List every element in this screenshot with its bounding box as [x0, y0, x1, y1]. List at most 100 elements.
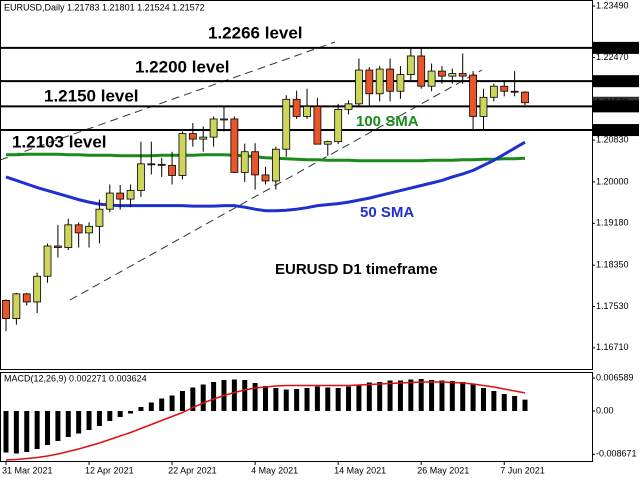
macd-bar	[86, 411, 92, 430]
macd-bar	[263, 386, 268, 411]
level-text: 1.2103 level	[12, 132, 107, 151]
candle-body	[2, 300, 10, 319]
macd-bar	[366, 382, 372, 411]
macd-bar	[211, 382, 217, 411]
macd-bar	[13, 411, 19, 454]
macd-bar	[231, 379, 237, 411]
candle-body	[292, 98, 301, 117]
annotation: EURUSD D1 timeframe	[275, 261, 438, 278]
x-tick-label: 26 May 2021	[417, 465, 469, 475]
candle-body	[230, 118, 239, 173]
macd-bar	[55, 411, 61, 441]
level-label: 1.22660	[596, 42, 629, 52]
candle-body	[417, 55, 426, 87]
candle-body	[355, 69, 363, 105]
candle-body	[22, 293, 31, 303]
macd-bar	[460, 382, 466, 411]
macd-bar	[377, 382, 383, 411]
candle-body	[375, 68, 384, 95]
macd-bar	[480, 388, 486, 411]
macd-bar	[283, 389, 289, 411]
candle-body	[458, 73, 467, 77]
y-tick-label: 1.23490	[596, 0, 629, 10]
candle-body	[448, 73, 457, 77]
symbol-info: EURUSD,Daily 1.21783 1.21801 1.21524 1.2…	[4, 2, 205, 12]
macd-bar	[335, 388, 341, 411]
y-tick-label: 1.20000	[596, 176, 629, 186]
candle-body	[282, 98, 291, 150]
candle-body	[510, 90, 519, 93]
candle-body	[157, 163, 166, 166]
candle-body	[199, 136, 208, 140]
main-panel	[0, 0, 593, 370]
y-tick-label: 1.20830	[596, 135, 629, 145]
macd-bar	[418, 379, 424, 411]
y-tick-label: 1.17530	[596, 301, 629, 311]
candle-body	[105, 192, 114, 210]
macd-bar	[449, 381, 455, 411]
candle-body	[271, 148, 280, 182]
candle-body	[469, 74, 478, 117]
y-tick-label: 0.00	[596, 405, 614, 415]
candle-body	[261, 174, 270, 182]
candle-body	[303, 105, 311, 117]
macd-bar	[387, 380, 393, 411]
macd-bar	[294, 389, 300, 411]
y-tick-label: 1.18350	[596, 260, 629, 270]
macd-bar	[138, 407, 144, 411]
macd-bar	[179, 391, 185, 411]
candle-body	[240, 151, 249, 173]
sma-line	[6, 152, 526, 163]
macd-bar	[148, 402, 154, 411]
macd-bar	[24, 411, 30, 452]
candle-body	[12, 293, 21, 319]
x-tick-label: 14 May 2021	[334, 465, 386, 475]
level-label: 1.21030	[596, 124, 629, 134]
candle-body	[64, 224, 73, 248]
macd-bar	[273, 388, 279, 411]
y-tick-label: 1.19180	[596, 218, 629, 228]
level-box	[593, 124, 639, 137]
x-tick-label: 22 Apr 2021	[168, 465, 217, 475]
macd-bar	[439, 380, 445, 411]
level-text: 1.2200 level	[135, 57, 230, 76]
candle-body	[344, 103, 353, 110]
level-label: 1.21500	[596, 101, 629, 111]
sma-label: 50 SMA	[360, 204, 414, 221]
candle-body	[521, 91, 529, 104]
macd-bar	[242, 380, 248, 411]
candle-body	[479, 96, 488, 117]
candle-body	[438, 70, 446, 77]
level-box	[593, 75, 639, 88]
candle-body	[386, 68, 394, 92]
candle-body	[500, 85, 509, 92]
candle-body	[396, 74, 405, 92]
candle-body	[85, 225, 93, 234]
candle-body	[406, 55, 415, 76]
macd-bar	[356, 384, 362, 411]
candle-body	[209, 118, 218, 138]
x-tick-label: 4 May 2021	[251, 465, 298, 475]
y-tick-label: 0.006589	[596, 372, 634, 382]
macd-bar	[76, 411, 82, 434]
sma-line	[5, 140, 526, 213]
candle-body	[147, 163, 156, 166]
level-text: 1.2150 level	[44, 86, 139, 105]
candle-body	[365, 69, 374, 95]
candle-body	[33, 275, 42, 303]
macd-bar	[34, 411, 40, 449]
candle-body	[323, 141, 332, 145]
candle-body	[427, 70, 436, 87]
candle-body	[251, 151, 260, 176]
macd-bar	[96, 411, 102, 426]
macd-bar	[107, 411, 113, 421]
candle-body	[137, 163, 145, 191]
macd-bar	[470, 384, 476, 411]
y-tick-label: 1.22470	[596, 52, 629, 62]
macd-bar	[169, 395, 175, 411]
candle-body	[126, 190, 135, 200]
macd-bar	[429, 380, 435, 411]
sma-label: 100 SMA	[356, 113, 419, 130]
